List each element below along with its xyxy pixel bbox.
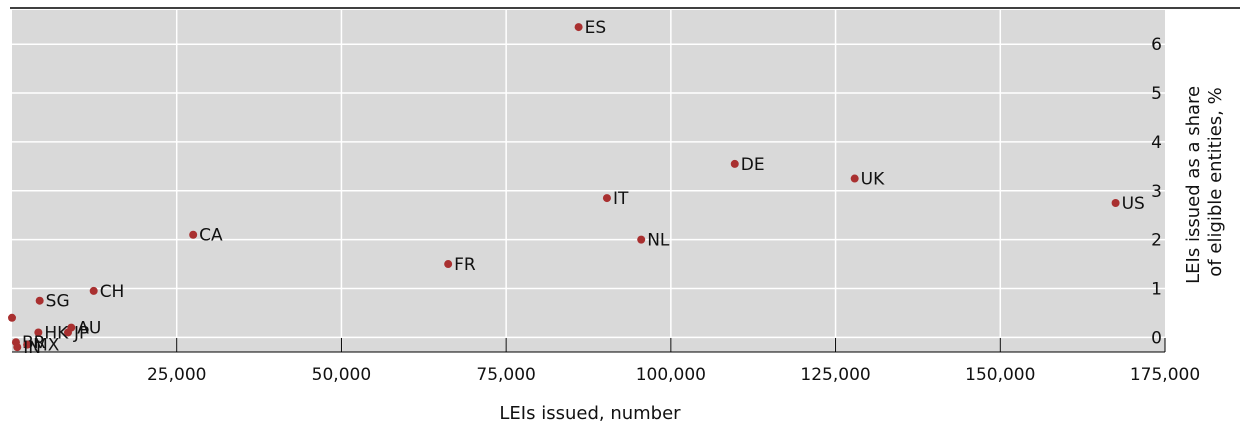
y-tick-label: 5 [1151, 84, 1162, 104]
point-label: AU [77, 319, 101, 339]
point-label: IN [23, 338, 41, 358]
y-tick-label: 1 [1151, 279, 1162, 299]
x-tick-label: 25,000 [147, 365, 206, 385]
grid-lines [12, 10, 1165, 352]
x-tick-label: 50,000 [312, 365, 371, 385]
data-point [444, 260, 453, 269]
data-point [8, 313, 16, 322]
y-tick-label: 0 [1151, 328, 1162, 348]
point-label: SG [46, 292, 70, 312]
data-point [574, 23, 583, 32]
x-tick-label: 175,000 [1130, 365, 1200, 385]
point-label: DE [741, 155, 765, 175]
y-axis-title-line-1: LEIs issued as a share [1183, 86, 1204, 284]
point-label: MX [33, 336, 60, 356]
point-label: FR [454, 255, 476, 275]
point-label: IT [613, 189, 629, 209]
data-point [189, 230, 198, 239]
y-tick-label: 6 [1151, 35, 1162, 55]
point-label: US [1122, 194, 1145, 214]
data-point [35, 296, 44, 305]
data-point [850, 174, 859, 183]
data-point [23, 340, 32, 349]
y-tick-label: 2 [1151, 231, 1162, 251]
data-point [64, 328, 73, 337]
y-tick-label: 3 [1151, 182, 1162, 202]
x-tick-label: 150,000 [965, 365, 1035, 385]
data-point [730, 159, 739, 168]
point-label: JP [73, 323, 89, 343]
data-point [34, 328, 43, 337]
x-tick-label: 75,000 [476, 365, 535, 385]
y-axis-title-line-2: of eligible entities, % [1205, 87, 1226, 276]
point-label: NL [647, 231, 670, 251]
y-tick-label: 4 [1151, 133, 1162, 153]
data-point [13, 343, 22, 352]
plot-background [12, 10, 1165, 352]
point-label: ES [585, 18, 607, 38]
y-axis-title: LEIs issued as a share of eligible entit… [1183, 80, 1226, 284]
data-point [637, 235, 646, 244]
point-label: CH [100, 282, 125, 302]
x-tick-label: 125,000 [800, 365, 870, 385]
data-point [1111, 198, 1120, 207]
point-label: UK [861, 170, 885, 190]
x-axis-ticks: 25,000 50,000 75,000 100,000 125,000 150,000 1… [147, 338, 1200, 385]
point-label: CA [199, 226, 223, 246]
data-point [602, 194, 611, 203]
point-label: HK [44, 323, 69, 343]
data-point [89, 286, 98, 295]
y-axis-ticks: 0 1 2 3 4 5 6 [1151, 35, 1162, 348]
x-axis-title: LEIs issued, number [499, 403, 681, 424]
x-tick-label: 100,000 [636, 365, 706, 385]
